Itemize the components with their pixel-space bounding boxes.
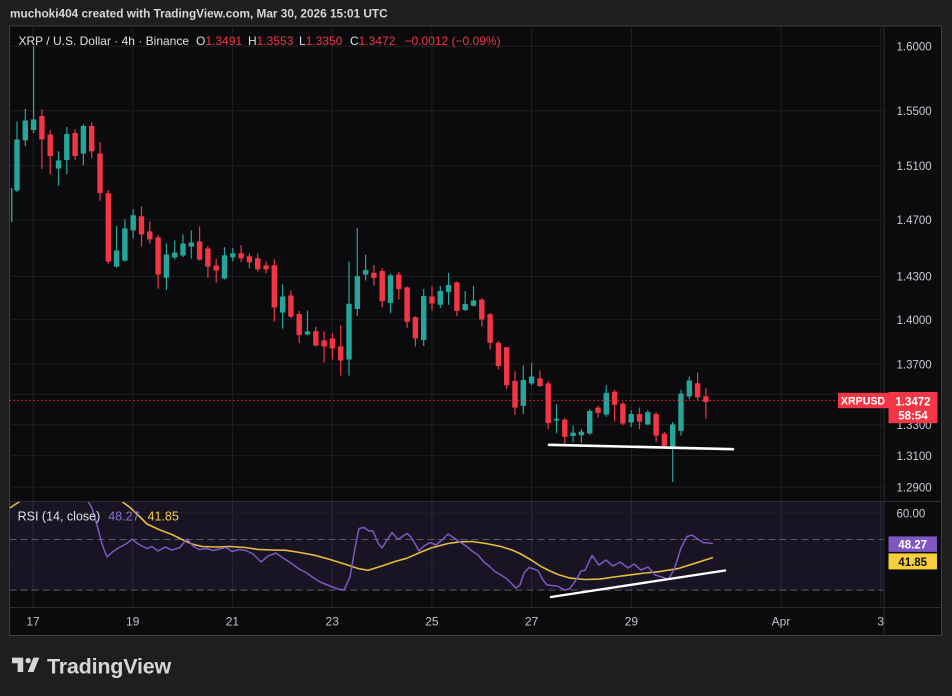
svg-text:1.2900: 1.2900 [897,482,932,494]
svg-text:48.27: 48.27 [898,540,927,552]
svg-text:3: 3 [877,615,884,629]
svg-text:XRPUSD: XRPUSD [841,395,885,407]
svg-text:1.3472: 1.3472 [895,396,930,408]
svg-text:1.3700: 1.3700 [897,359,932,371]
svg-text:muchoki404 created with Tradin: muchoki404 created with TradingView.com,… [10,7,388,21]
svg-text:1.4700: 1.4700 [897,215,932,227]
svg-text:25: 25 [425,615,439,629]
svg-text:1.3100: 1.3100 [897,451,932,463]
svg-text:17: 17 [26,615,40,629]
svg-text:58:54: 58:54 [898,410,928,422]
svg-text:60.00: 60.00 [897,508,926,520]
svg-text:27: 27 [525,615,539,629]
svg-text:XRP / U.S. Dollar · 4h · Binan: XRP / U.S. Dollar · 4h · Binance O1.3491 H… [19,34,501,48]
svg-text:TradingView: TradingView [47,655,172,679]
svg-text:21: 21 [226,615,240,629]
svg-text:29: 29 [625,615,639,629]
svg-text:1.4000: 1.4000 [897,315,932,327]
svg-text:1.5500: 1.5500 [897,106,932,118]
svg-text:Apr: Apr [772,615,791,629]
svg-text:23: 23 [326,615,340,629]
svg-text:1.5100: 1.5100 [897,161,932,173]
svg-text:41.85: 41.85 [898,557,927,569]
svg-text:1.6000: 1.6000 [897,42,932,54]
svg-text:1.4300: 1.4300 [897,272,932,284]
svg-text:19: 19 [126,615,140,629]
